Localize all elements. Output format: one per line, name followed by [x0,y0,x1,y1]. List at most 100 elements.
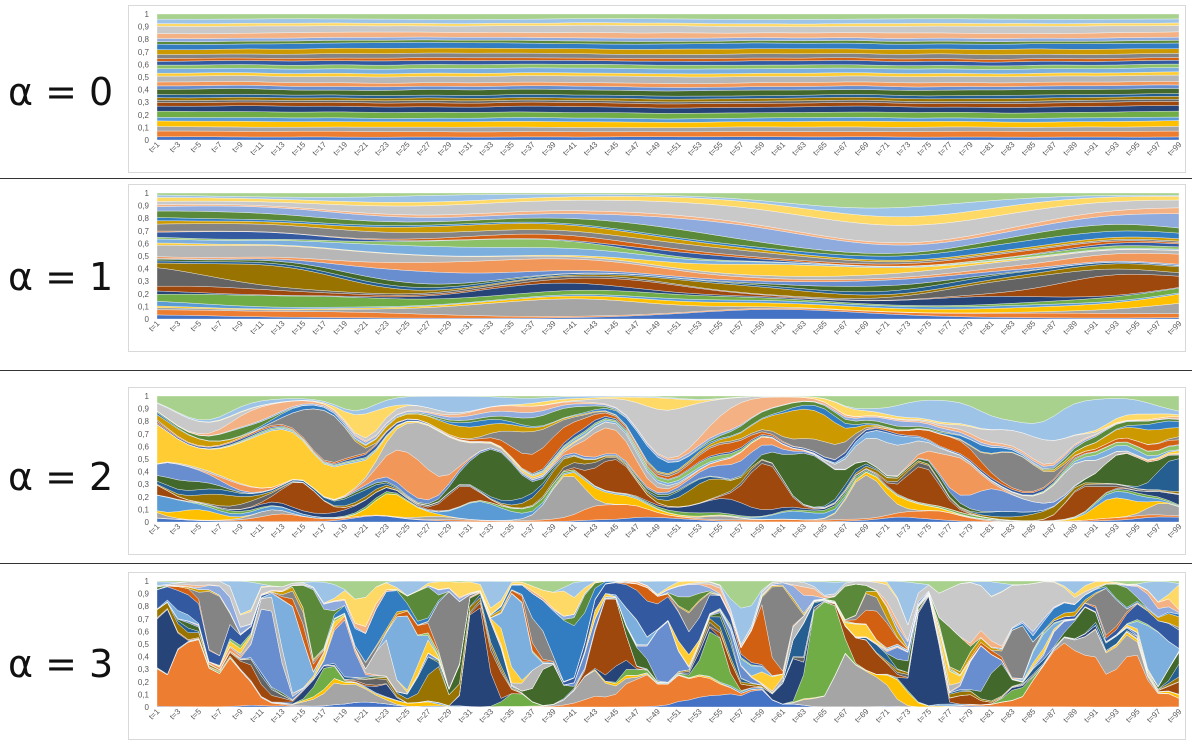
x-tick-label: t=51 [665,707,683,725]
x-tick-label: t=7 [210,319,225,334]
x-tick-label: t=67 [832,140,850,158]
x-tick-label: t=55 [707,319,725,337]
x-tick-label: t=81 [978,140,996,158]
y-tick-label: 0,4 [138,653,150,662]
x-tick-label: t=19 [332,707,350,725]
x-tick-label: t=97 [1145,140,1163,158]
x-tick-label: t=31 [457,522,475,540]
x-tick-label: t=73 [895,140,913,158]
x-tick-label: t=55 [707,522,725,540]
x-tick-label: t=93 [1103,707,1121,725]
x-tick-label: t=49 [644,140,662,158]
x-tick-label: t=41 [561,707,579,725]
x-tick-label: t=69 [853,522,871,540]
x-tick-label: t=63 [790,522,808,540]
x-tick-label: t=85 [1020,707,1038,725]
x-tick-label: t=59 [749,522,767,540]
x-tick-label: t=27 [415,522,433,540]
panel-alpha-0: α = 0 0 0,1 0,2 0,3 0,4 0,5 0,6 0,7 0,8 0,9 1 t=1 t=… [0,0,1192,178]
x-tick-label: t=13 [269,522,287,540]
x-tick-label: t=13 [269,140,287,158]
x-tick-label: t=81 [978,522,996,540]
x-tick-label: t=67 [832,522,850,540]
x-tick-label: t=25 [394,319,412,337]
panel-separator [0,370,1192,371]
x-tick-label: t=59 [749,319,767,337]
chart-frame: 0 0,1 0,2 0,3 0,4 0,5 0,6 0,7 0,8 0,9 1 t=1 t=3 t=5 t=… [128,5,1186,173]
x-tick-label: t=83 [999,319,1017,337]
x-tick-label: t=71 [874,319,892,337]
x-tick-label: t=3 [168,707,183,722]
x-tick-label: t=99 [1166,707,1184,725]
x-tick-label: t=59 [749,707,767,725]
x-tick-label: t=5 [189,319,204,334]
x-tick-label: t=81 [978,319,996,337]
x-tick-label: t=85 [1020,319,1038,337]
y-tick-label: 0,1 [138,302,150,311]
x-tick-label: t=69 [853,707,871,725]
x-tick-label: t=39 [540,707,558,725]
x-tick-label: t=17 [311,319,329,337]
x-tick-label: t=19 [332,522,350,540]
x-tick-label: t=43 [582,140,600,158]
y-tick-label: 0,4 [138,265,150,274]
x-tick-label: t=15 [290,707,308,725]
y-tick-label: 0,3 [138,277,150,286]
x-tick-label: t=23 [373,707,391,725]
x-tick-label: t=15 [290,522,308,540]
x-tick-label: t=23 [373,319,391,337]
x-tick-label: t=7 [210,522,225,537]
x-tick-label: t=91 [1082,707,1100,725]
x-tick-label: t=41 [561,522,579,540]
x-tick-label: t=7 [210,707,225,722]
x-tick-label: t=99 [1166,140,1184,158]
y-tick-label: 0,6 [138,627,150,636]
y-tick-label: 0,4 [138,86,150,95]
x-tick-label: t=51 [665,319,683,337]
x-tick-label: t=63 [790,319,808,337]
x-tick-label: t=65 [811,319,829,337]
x-tick-label: t=83 [999,707,1017,725]
y-tick-label: 0 [145,703,150,712]
x-tick-label: t=75 [916,140,934,158]
y-tick-label: 0,7 [138,615,150,624]
stacked-area-chart: 0 0,1 0,2 0,3 0,4 0,5 0,6 0,7 0,8 0,9 1 t=1 t=3 t=5 t=… [138,10,1184,158]
x-tick-label: t=19 [332,140,350,158]
x-tick-label: t=99 [1166,522,1184,540]
x-tick-label: t=23 [373,140,391,158]
x-tick-label: t=53 [686,707,704,725]
y-tick-label: 1 [145,392,150,401]
x-tick-label: t=75 [916,522,934,540]
x-tick-label: t=21 [352,522,370,540]
x-tick-label: t=79 [957,319,975,337]
y-tick-label: 0 [145,518,150,527]
x-tick-label: t=93 [1103,319,1121,337]
y-tick-label: 1 [145,577,150,586]
y-tick-label: 0,6 [138,60,150,69]
x-tick-label: t=21 [352,319,370,337]
x-tick-label: t=97 [1145,522,1163,540]
y-tick-label: 0 [145,315,150,324]
x-tick-label: t=25 [394,707,412,725]
x-tick-label: t=49 [644,707,662,725]
x-tick-label: t=1 [147,319,162,334]
x-tick-label: t=55 [707,140,725,158]
chart-frame: 0 0,1 0,2 0,3 0,4 0,5 0,6 0,7 0,8 0,9 1 t=1 t=3 t=5 t=… [128,387,1186,555]
x-tick-label: t=69 [853,319,871,337]
x-tick-label: t=57 [728,707,746,725]
y-tick-label: 0,2 [138,290,150,299]
x-tick-label: t=97 [1145,707,1163,725]
alpha-label: α = 3 [8,642,114,686]
x-tick-label: t=93 [1103,522,1121,540]
x-tick-label: t=27 [415,140,433,158]
y-tick-label: 0,6 [138,442,150,451]
x-tick-label: t=65 [811,140,829,158]
y-tick-label: 0,3 [138,665,150,674]
x-tick-label: t=81 [978,707,996,725]
x-tick-label: t=3 [168,319,183,334]
x-tick-label: t=89 [1062,522,1080,540]
x-tick-label: t=75 [916,319,934,337]
x-tick-label: t=37 [519,522,537,540]
stacked-area-chart: 0 0,1 0,2 0,3 0,4 0,5 0,6 0,7 0,8 0,9 1 t=1 t=3 t=5 t=… [138,392,1184,540]
x-tick-label: t=29 [436,707,454,725]
